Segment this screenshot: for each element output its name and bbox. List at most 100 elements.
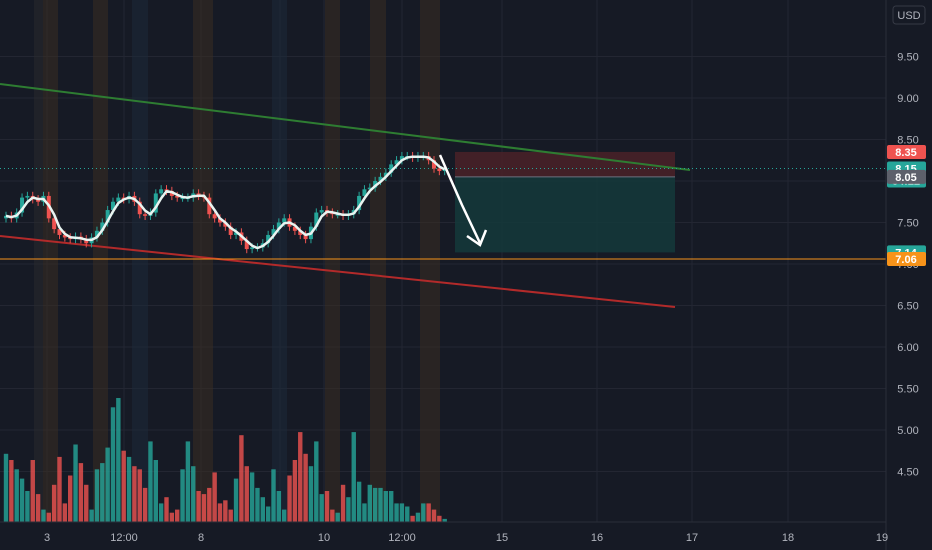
price-tags: 8.358.1534:228.057.147.06 [887, 144, 926, 267]
volume-bar [271, 469, 276, 522]
volume-bar [308, 466, 314, 522]
session-band [325, 0, 340, 522]
candle-body [207, 197, 212, 215]
candle-body [228, 226, 233, 235]
candle-body [137, 201, 142, 215]
candle-body [94, 230, 99, 238]
candle-body [266, 234, 271, 244]
volume-bar [276, 491, 282, 522]
candle-body [276, 222, 281, 230]
candle-body [298, 230, 303, 235]
x-tick-label: 18 [782, 532, 794, 544]
volume-bar [437, 515, 442, 522]
candle-body [389, 164, 394, 173]
volume-bar [196, 491, 201, 522]
candle-body [234, 232, 239, 235]
candle-body [36, 199, 41, 202]
forecast-arrow[interactable] [438, 154, 488, 247]
volume-bar [255, 487, 260, 522]
volume-bar [335, 512, 340, 522]
volume-bar [362, 503, 367, 522]
volume-bar [3, 453, 9, 522]
arrow-head [466, 229, 488, 247]
volume-bar [121, 450, 126, 522]
price-tag-level [887, 252, 926, 267]
volume-bar [228, 509, 233, 522]
candle-body [143, 214, 148, 216]
candle-body [319, 210, 324, 213]
trend-lines[interactable] [0, 83, 886, 308]
y-tick-label: 9.50 [897, 52, 918, 64]
session-band [34, 0, 43, 522]
volume-bar [431, 509, 437, 522]
x-tick-label: 17 [686, 532, 698, 544]
volume-bar [426, 503, 431, 522]
volume-bar [223, 500, 228, 522]
candle-body [303, 234, 308, 240]
x-tick-label: 10 [318, 532, 330, 544]
volume-bar [351, 432, 356, 522]
take-profit-zone [455, 176, 675, 253]
y-tick-label: 6.00 [897, 342, 918, 354]
candle-body [335, 214, 340, 216]
volume-bar [180, 469, 185, 522]
price-tag-label: 8.35 [895, 147, 916, 159]
volume-bar [244, 466, 249, 522]
volume-bar [399, 503, 405, 522]
volume-bar [287, 475, 292, 522]
candle-body [223, 222, 228, 227]
session-band [132, 0, 148, 522]
volume-bar [346, 497, 351, 522]
session-band [43, 0, 58, 522]
candle-body [62, 234, 67, 238]
green-trend-line [0, 83, 691, 171]
volume-bar [378, 487, 383, 522]
volume-bar [158, 503, 164, 522]
candle-body [362, 189, 367, 196]
volume-bar [100, 463, 105, 522]
volume-bar [217, 503, 223, 522]
candle-body [373, 181, 378, 188]
candle-body [153, 193, 158, 213]
volume-bar [9, 460, 14, 522]
volume-bar [340, 484, 346, 522]
candle-body [378, 176, 383, 181]
price-tag-label: 7.06 [895, 254, 916, 266]
volume-bar [292, 460, 298, 522]
volume-bar [35, 494, 41, 522]
volume-bar [212, 472, 217, 522]
arrow-shaft [438, 154, 482, 244]
volume-bar [57, 456, 62, 522]
candle-body [180, 197, 185, 200]
price-tag-stop [887, 144, 926, 159]
y-tick-label: 5.50 [897, 384, 918, 396]
volume-bar [260, 497, 265, 522]
volume-bar [116, 398, 121, 522]
volume-bar [394, 503, 399, 522]
volume-bar [383, 491, 389, 522]
x-tick-label: 19 [876, 532, 888, 544]
candle-body [116, 197, 121, 202]
volume-bar [233, 478, 239, 522]
volume-bars [3, 398, 447, 522]
currency-text: USD [897, 10, 920, 22]
y-tick-label: 9.00 [897, 93, 918, 105]
volume-bar [356, 481, 362, 522]
y-tick-label: 5.00 [897, 425, 918, 437]
volume-bar [303, 453, 308, 522]
candle-body [52, 218, 57, 230]
candle-body [111, 201, 115, 211]
moving-average [5, 155, 446, 250]
currency-label[interactable]: USD [892, 5, 926, 25]
volume-bar [89, 509, 94, 522]
volume-bar [421, 503, 426, 522]
volume-bar [372, 487, 378, 522]
candle-body [244, 240, 249, 250]
candle-body [271, 229, 276, 235]
position-zones[interactable] [455, 151, 675, 253]
session-highlights [34, 0, 440, 522]
session-band [420, 0, 440, 522]
volume-bar [30, 460, 35, 522]
volume-bar [46, 512, 51, 522]
